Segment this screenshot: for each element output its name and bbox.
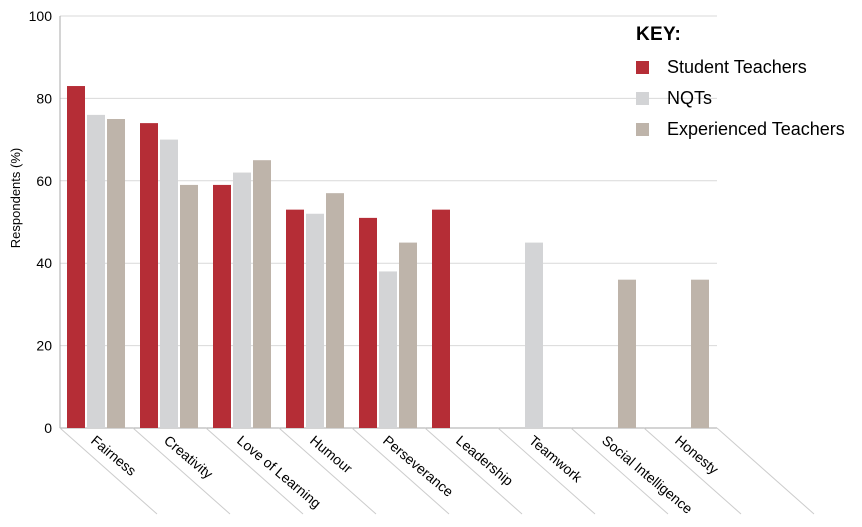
bar bbox=[180, 184, 198, 428]
bar bbox=[379, 271, 397, 428]
y-axis-tick-labels: 0 20 40 60 80 100 bbox=[29, 8, 53, 436]
bar bbox=[213, 184, 231, 428]
bar bbox=[691, 279, 709, 428]
legend: KEY: Student Teachers NQTs Experienced T… bbox=[636, 24, 845, 145]
category-guide-line bbox=[351, 427, 450, 515]
legend-item-experienced-teachers: Experienced Teachers bbox=[636, 114, 845, 145]
bars bbox=[67, 86, 709, 429]
y-tick-label: 80 bbox=[36, 90, 52, 106]
bar bbox=[306, 213, 324, 428]
bar bbox=[432, 209, 450, 428]
x-category-label: Teamwork bbox=[526, 432, 586, 486]
y-tick-label: 60 bbox=[36, 173, 52, 189]
y-tick-label: 40 bbox=[36, 255, 52, 271]
x-category-label: Fairness bbox=[88, 432, 139, 479]
y-axis-title: Respondents (%) bbox=[8, 148, 23, 248]
category-guide-line bbox=[424, 427, 523, 515]
x-category-label: Creativity bbox=[161, 432, 216, 482]
x-category-label: Honesty bbox=[672, 432, 722, 477]
legend-label: NQTs bbox=[667, 88, 712, 108]
bar bbox=[67, 86, 85, 428]
bar bbox=[233, 172, 251, 428]
y-tick-label: 0 bbox=[44, 420, 52, 436]
bar bbox=[286, 209, 304, 428]
bar bbox=[399, 242, 417, 428]
bar bbox=[326, 193, 344, 428]
bar bbox=[140, 123, 158, 429]
legend-swatch bbox=[636, 123, 649, 136]
category-guide-line bbox=[205, 427, 304, 515]
x-category-label: Perseverance bbox=[380, 432, 457, 500]
bar bbox=[87, 114, 105, 428]
bar bbox=[107, 119, 125, 428]
bar bbox=[359, 217, 377, 428]
category-guide-lines bbox=[59, 427, 815, 515]
legend-item-nqts: NQTs bbox=[636, 83, 845, 114]
legend-title: KEY: bbox=[636, 24, 682, 45]
legend-label: Experienced Teachers bbox=[667, 119, 845, 139]
category-guide-line bbox=[570, 427, 669, 515]
legend-label: Student Teachers bbox=[667, 57, 807, 77]
y-tick-label: 100 bbox=[29, 8, 53, 24]
bar bbox=[253, 160, 271, 428]
legend-swatch bbox=[636, 92, 649, 105]
x-category-label: Humour bbox=[307, 432, 356, 476]
y-tick-label: 20 bbox=[36, 338, 52, 354]
bar bbox=[525, 242, 543, 428]
category-guide-line bbox=[497, 427, 596, 515]
category-guide-line bbox=[643, 427, 742, 515]
legend-item-student-teachers: Student Teachers bbox=[636, 52, 845, 83]
category-guide-line bbox=[716, 427, 815, 515]
category-guide-line bbox=[132, 427, 231, 515]
bar bbox=[618, 279, 636, 428]
legend-swatch bbox=[636, 61, 649, 74]
bar bbox=[160, 139, 178, 428]
category-guide-line bbox=[278, 427, 377, 515]
category-guide-line bbox=[59, 427, 158, 515]
